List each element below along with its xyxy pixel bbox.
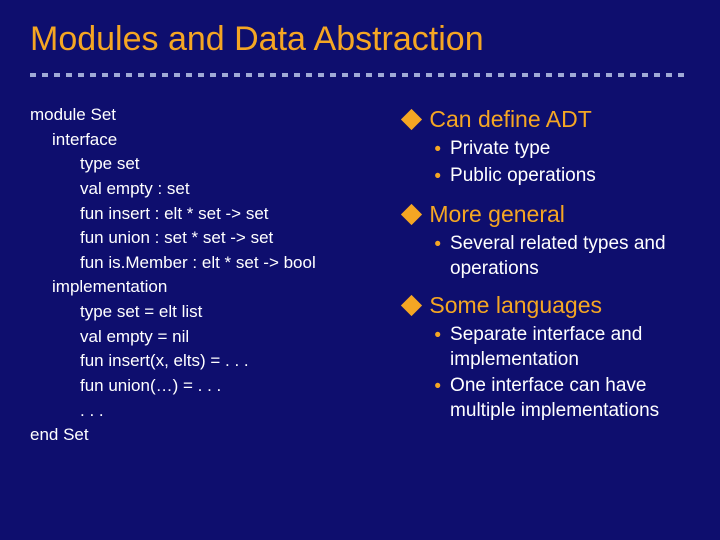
bullet-dot-icon: • xyxy=(434,375,441,400)
code-line: fun is.Member : elt * set -> bool xyxy=(30,251,386,276)
bullet-text: Can define ADT xyxy=(429,105,591,134)
sub-bullet-text: Public operations xyxy=(450,164,596,189)
code-line: module Set xyxy=(30,103,386,128)
sub-bullet-item: • Several related types and operations xyxy=(434,232,690,281)
bullet-text: Some languages xyxy=(429,291,602,320)
code-line: type set xyxy=(30,152,386,177)
slide: Modules and Data Abstraction module Set … xyxy=(0,0,720,540)
bullet-item: More general xyxy=(404,200,690,229)
bullet-dot-icon: • xyxy=(434,165,441,190)
diamond-icon xyxy=(401,204,422,225)
title-divider xyxy=(30,73,690,77)
code-block: module Set interface type set val empty … xyxy=(30,103,386,448)
diamond-icon xyxy=(401,109,422,130)
sub-bullet-item: • Private type xyxy=(434,137,690,163)
code-line: . . . xyxy=(30,399,386,424)
bullet-dot-icon: • xyxy=(434,138,441,163)
sub-bullet-list: • Private type • Public operations xyxy=(434,137,690,190)
sub-bullet-list: • Separate interface and implementation … xyxy=(434,323,690,424)
sub-bullet-text: Several related types and operations xyxy=(450,232,690,281)
sub-bullet-item: • Separate interface and implementation xyxy=(434,323,690,372)
sub-bullet-item: • One interface can have multiple implem… xyxy=(434,374,690,423)
bullet-item: Some languages xyxy=(404,291,690,320)
code-line: val empty = nil xyxy=(30,325,386,350)
content-area: module Set interface type set val empty … xyxy=(30,103,690,448)
code-line: val empty : set xyxy=(30,177,386,202)
sub-bullet-text: Separate interface and implementation xyxy=(450,323,690,372)
bullet-list: Can define ADT • Private type • Public o… xyxy=(404,103,690,448)
bullet-dot-icon: • xyxy=(434,324,441,349)
bullet-text: More general xyxy=(429,200,565,229)
slide-title: Modules and Data Abstraction xyxy=(30,20,690,59)
code-line: implementation xyxy=(30,275,386,300)
code-line: fun insert : elt * set -> set xyxy=(30,202,386,227)
code-line: fun union(…) = . . . xyxy=(30,374,386,399)
sub-bullet-text: Private type xyxy=(450,137,550,162)
code-line: interface xyxy=(30,128,386,153)
sub-bullet-item: • Public operations xyxy=(434,164,690,190)
code-line: fun insert(x, elts) = . . . xyxy=(30,349,386,374)
sub-bullet-list: • Several related types and operations xyxy=(434,232,690,281)
code-line: end Set xyxy=(30,423,386,448)
diamond-icon xyxy=(401,295,422,316)
code-line: fun union : set * set -> set xyxy=(30,226,386,251)
sub-bullet-text: One interface can have multiple implemen… xyxy=(450,374,690,423)
bullet-item: Can define ADT xyxy=(404,105,690,134)
code-line: type set = elt list xyxy=(30,300,386,325)
bullet-dot-icon: • xyxy=(434,233,441,258)
